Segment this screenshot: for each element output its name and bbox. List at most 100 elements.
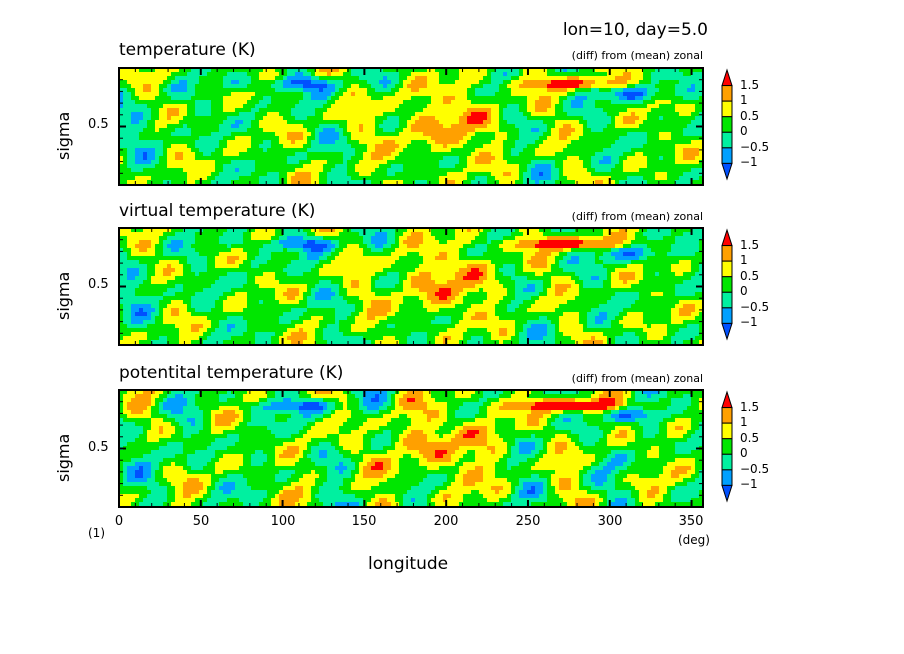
- contour-cell: [423, 80, 427, 84]
- contour-cell: [167, 128, 171, 132]
- contour-cell: [139, 116, 143, 120]
- contour-cell: [603, 128, 607, 132]
- contour-cell: [411, 104, 415, 108]
- contour-cell: [307, 140, 311, 144]
- contour-cell: [379, 92, 383, 96]
- contour-cell: [235, 80, 239, 84]
- contour-cell: [495, 72, 499, 76]
- contour-cell: [379, 128, 383, 132]
- contour-cell: [311, 112, 315, 116]
- contour-cell: [235, 88, 239, 92]
- contour-cell: [539, 152, 543, 156]
- contour-cell: [195, 72, 199, 76]
- contour-cell: [447, 132, 451, 136]
- contour-cell: [471, 168, 475, 172]
- contour-cell: [435, 156, 439, 160]
- contour-cell: [667, 108, 671, 112]
- contour-cell: [623, 160, 627, 164]
- contour-cell: [591, 112, 595, 116]
- contour-cell: [327, 164, 331, 168]
- contour-cell: [471, 108, 475, 112]
- contour-cell: [691, 176, 695, 180]
- contour-cell: [687, 92, 691, 96]
- contour-cell: [375, 236, 379, 240]
- contour-cell: [155, 112, 159, 116]
- contour-cell: [247, 72, 251, 76]
- contour-cell: [547, 236, 551, 240]
- contour-cell: [615, 96, 619, 100]
- contour-cell: [539, 136, 543, 140]
- contour-cell: [403, 96, 407, 100]
- contour-cell: [391, 172, 395, 176]
- contour-cell: [439, 176, 443, 180]
- contour-cell: [179, 112, 183, 116]
- contour-cell: [475, 172, 479, 176]
- contour-cell: [247, 148, 251, 152]
- contour-cell: [307, 104, 311, 108]
- contour-cell: [239, 136, 243, 140]
- contour-cell: [183, 144, 187, 148]
- contour-cell: [271, 236, 275, 240]
- contour-cell: [131, 232, 135, 236]
- contour-cell: [531, 124, 535, 128]
- contour-cell: [159, 164, 163, 168]
- contour-cell: [323, 172, 327, 176]
- contour-cell: [527, 92, 531, 96]
- contour-cell: [395, 104, 399, 108]
- contour-cell: [415, 232, 419, 236]
- contour-cell: [375, 136, 379, 140]
- contour-cell: [459, 132, 463, 136]
- contour-cell: [183, 84, 187, 88]
- contour-cell: [147, 240, 151, 244]
- contour-cell: [651, 108, 655, 112]
- contour-cell: [487, 144, 491, 148]
- contour-cell: [643, 152, 647, 156]
- contour-cell: [603, 92, 607, 96]
- contour-cell: [243, 108, 247, 112]
- contour-cell: [255, 76, 259, 80]
- contour-cell: [407, 120, 411, 124]
- contour-cell: [443, 116, 447, 120]
- contour-cell: [571, 136, 575, 140]
- contour-cell: [547, 136, 551, 140]
- contour-cell: [247, 92, 251, 96]
- contour-cell: [219, 232, 223, 236]
- contour-cell: [527, 176, 531, 180]
- contour-cell: [611, 72, 615, 76]
- contour-cell: [659, 144, 663, 148]
- contour-cell: [487, 116, 491, 120]
- contour-cell: [303, 108, 307, 112]
- panel-3-subtitle: (diff) from (mean) zonal: [571, 372, 703, 385]
- contour-cell: [587, 68, 591, 72]
- contour-cell: [343, 180, 347, 184]
- contour-cell: [531, 232, 535, 236]
- contour-cell: [499, 84, 503, 88]
- contour-cell: [699, 80, 703, 84]
- contour-cell: [571, 160, 575, 164]
- contour-cell: [283, 128, 287, 132]
- contour-cell: [411, 156, 415, 160]
- contour-cell: [531, 112, 535, 116]
- contour-cell: [143, 124, 147, 128]
- contour-cell: [147, 136, 151, 140]
- contour-cell: [619, 108, 623, 112]
- contour-cell: [507, 152, 511, 156]
- contour-cell: [555, 132, 559, 136]
- contour-cell: [371, 140, 375, 144]
- contour-cell: [699, 176, 703, 180]
- contour-cell: [303, 96, 307, 100]
- contour-cell: [611, 84, 615, 88]
- contour-cell: [319, 68, 323, 72]
- contour-cell: [391, 168, 395, 172]
- contour-cell: [347, 88, 351, 92]
- contour-cell: [139, 148, 143, 152]
- contour-cell: [651, 168, 655, 172]
- contour-cell: [307, 112, 311, 116]
- contour-cell: [187, 136, 191, 140]
- contour-cell: [147, 180, 151, 184]
- contour-cell: [347, 156, 351, 160]
- contour-cell: [483, 168, 487, 172]
- contour-cell: [311, 152, 315, 156]
- contour-cell: [451, 132, 455, 136]
- contour-cell: [391, 180, 395, 184]
